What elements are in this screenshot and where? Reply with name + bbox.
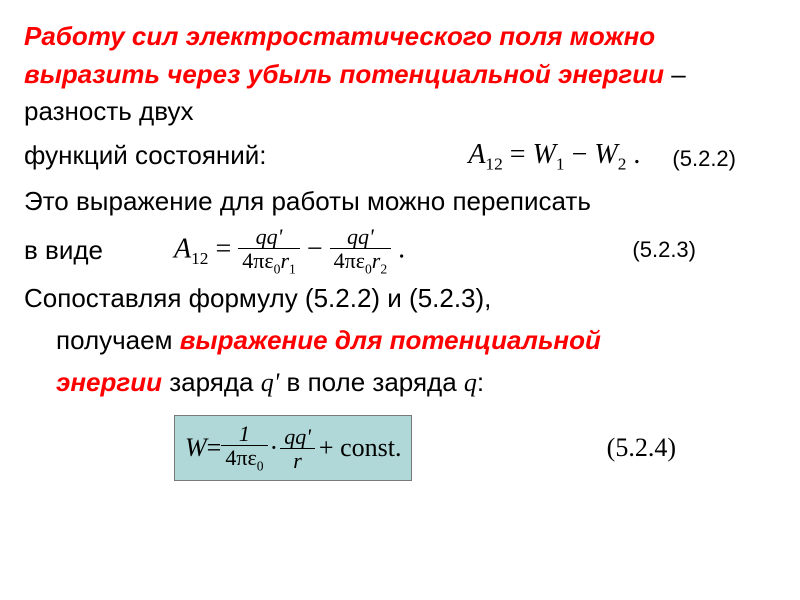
- frac-523-1: qq' 4πε0r1: [238, 225, 300, 277]
- para-3a: Сопоставляя формулу (5.2.2) и (5.2.3),: [24, 280, 776, 318]
- equation-524-box: W = 1 4πε0 · qq' r + const.: [174, 415, 412, 481]
- para-2b: в виде: [24, 232, 114, 270]
- para-1: Работу сил электростатического поля можн…: [24, 18, 776, 131]
- para-3b: получаем выражение для потенциальной: [24, 322, 776, 360]
- row-eq-524: W = 1 4πε0 · qq' r + const. (5.2.4): [24, 415, 776, 481]
- eq-number-524: (5.2.4): [607, 429, 676, 467]
- para-1b: функций состояний:: [24, 137, 267, 175]
- para-3c: энергии заряда q' в поле заряда q:: [24, 364, 776, 402]
- para-2a: Это выражение для работы можно переписат…: [24, 183, 776, 221]
- frac-524-2: qq' r: [280, 425, 315, 472]
- para-1-highlight: Работу сил электростатического поля можн…: [24, 21, 664, 89]
- frac-524-1: 1 4πε0: [221, 422, 267, 474]
- equation-522: A12 = W1 − W2 .: [468, 135, 640, 177]
- eq-number-523: (5.2.3): [632, 234, 696, 266]
- row-eq-523: в виде A12 = qq' 4πε0r1 − qq' 4πε0r2 . (…: [24, 225, 776, 277]
- eq-number-522: (5.2.2): [672, 143, 736, 177]
- equation-523: A12 = qq' 4πε0r1 − qq' 4πε0r2 .: [174, 225, 405, 277]
- row-eq-522: функций состояний: A12 = W1 − W2 . (5.2.…: [24, 135, 776, 177]
- frac-523-2: qq' 4πε0r2: [330, 225, 392, 277]
